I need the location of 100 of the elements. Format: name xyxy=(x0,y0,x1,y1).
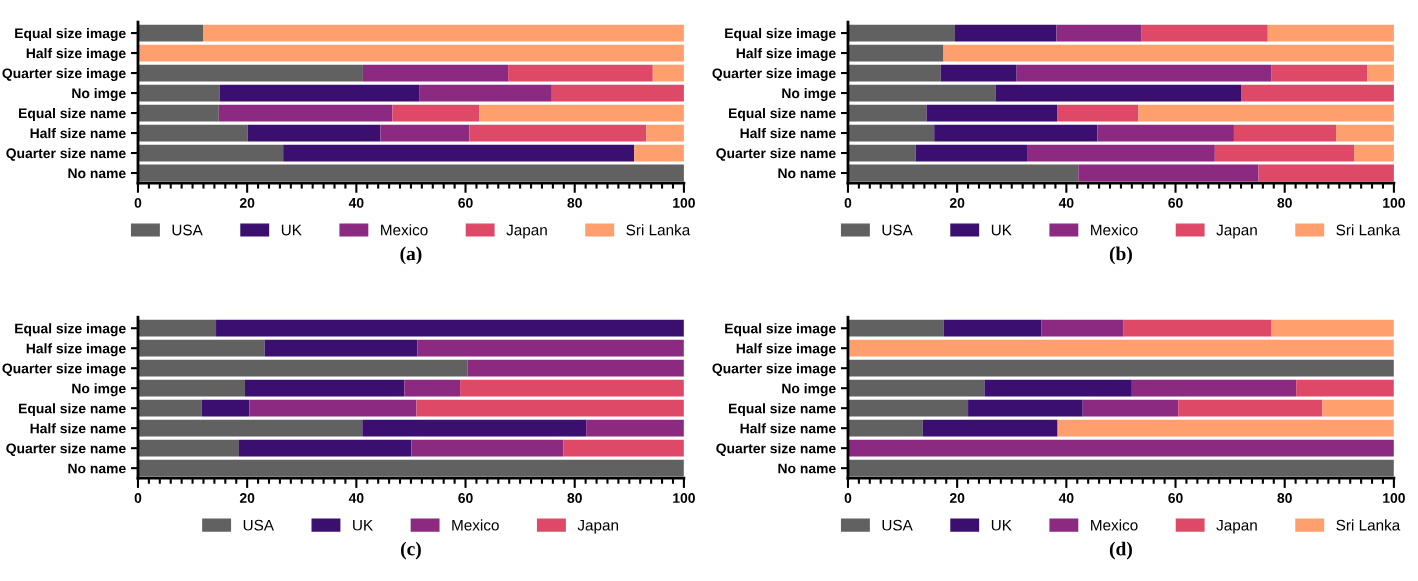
bar xyxy=(1214,144,1355,162)
y-tick-label: Half size name xyxy=(740,128,836,139)
y-tick-label: No imge xyxy=(782,383,836,397)
bar xyxy=(249,399,417,417)
bar xyxy=(137,84,220,102)
legend-label: Sri Lanka xyxy=(1336,224,1401,236)
bar xyxy=(137,24,204,42)
y-tick-label: Equal size image xyxy=(725,28,836,42)
bar xyxy=(847,64,941,82)
x-tick-label: 100 xyxy=(673,493,695,503)
bar xyxy=(1057,419,1394,437)
bar xyxy=(264,339,418,357)
y-tick-label: Half size image xyxy=(736,343,836,357)
bar xyxy=(940,64,1017,82)
bar xyxy=(847,439,1394,457)
bar xyxy=(201,399,250,417)
bar xyxy=(847,379,985,397)
x-tick-label: 80 xyxy=(1277,493,1292,503)
bar xyxy=(238,439,412,457)
bar xyxy=(469,124,647,142)
bar xyxy=(1367,64,1394,82)
y-tick-label: Quarter size name xyxy=(716,147,836,161)
bar xyxy=(934,124,1098,142)
bar xyxy=(219,84,420,102)
bar xyxy=(137,44,684,62)
bar xyxy=(1322,399,1394,417)
x-tick-label: 100 xyxy=(673,197,695,208)
bar xyxy=(137,319,217,337)
bar xyxy=(218,104,393,122)
bar xyxy=(847,144,916,162)
bar xyxy=(847,164,1079,182)
y-tick-label: Quarter size name xyxy=(6,443,126,456)
x-tick-label: 40 xyxy=(1058,493,1074,503)
bar xyxy=(1296,379,1394,397)
y-tick-label: No name xyxy=(778,168,836,179)
bar xyxy=(1057,104,1139,122)
x-tick-label: 60 xyxy=(458,197,473,208)
bar xyxy=(137,379,245,397)
x-tick-label: 40 xyxy=(1058,197,1074,208)
bar xyxy=(915,144,1028,162)
bar xyxy=(416,399,684,417)
legend-label: Mexico xyxy=(1091,519,1138,531)
y-tick-label: Quarter size image xyxy=(2,68,126,82)
bar xyxy=(847,44,944,62)
bar xyxy=(1097,124,1234,142)
x-tick-label: 20 xyxy=(949,493,965,503)
bar xyxy=(1027,144,1215,162)
bar xyxy=(247,124,381,142)
bar xyxy=(954,24,1057,42)
bar xyxy=(1041,319,1124,337)
x-tick-label: 100 xyxy=(1383,197,1405,208)
y-tick-label: Equal size name xyxy=(729,108,836,121)
bar xyxy=(646,124,684,142)
legend-label: Japan xyxy=(1216,519,1257,534)
x-tick-label: 100 xyxy=(1383,493,1405,503)
x-tick-label: 0 xyxy=(844,197,852,208)
bar xyxy=(479,104,684,122)
y-tick-label: Quarter size image xyxy=(712,68,836,82)
bar xyxy=(652,64,684,82)
bar xyxy=(847,419,923,437)
bar xyxy=(1123,319,1272,337)
text: (a) xyxy=(400,246,422,265)
bar xyxy=(137,439,239,457)
text: (c) xyxy=(401,541,421,560)
bar xyxy=(847,399,969,417)
x-tick-label: 40 xyxy=(348,197,364,208)
bar xyxy=(847,104,927,122)
bar xyxy=(1267,24,1394,42)
y-tick-label: No imge xyxy=(72,88,126,102)
y-tick-label: No name xyxy=(778,463,836,474)
legend-label: UK xyxy=(353,519,373,531)
x-tick-label: 60 xyxy=(1168,197,1183,208)
legend-label: USA xyxy=(882,224,913,236)
x-tick-label: 40 xyxy=(348,493,364,503)
bar xyxy=(380,124,470,142)
bar xyxy=(847,124,935,142)
bar xyxy=(1082,399,1179,417)
bar xyxy=(551,84,684,102)
bar xyxy=(417,339,684,357)
x-tick-label: 0 xyxy=(844,493,852,503)
y-tick-label: Quarter size image xyxy=(2,363,126,377)
legend-label: Mexico xyxy=(452,519,499,531)
legend-label: Mexico xyxy=(381,224,428,236)
bar xyxy=(1016,64,1272,82)
y-tick-label: Equal size name xyxy=(19,108,126,121)
legend-label: Sri Lanka xyxy=(1336,519,1401,531)
bar xyxy=(1241,84,1394,102)
legend-label: USA xyxy=(243,519,274,531)
legend-label: Japan xyxy=(506,224,547,239)
bar xyxy=(968,399,1083,417)
bar xyxy=(943,319,1042,337)
y-tick-label: Half size name xyxy=(30,423,126,434)
bar xyxy=(1354,144,1394,162)
x-tick-label: 0 xyxy=(134,493,142,503)
legend-label: UK xyxy=(991,519,1012,531)
y-tick-label: Quarter size name xyxy=(6,147,126,161)
bar xyxy=(847,319,944,337)
bar xyxy=(847,24,955,42)
bar xyxy=(137,399,202,417)
bar xyxy=(847,84,996,102)
